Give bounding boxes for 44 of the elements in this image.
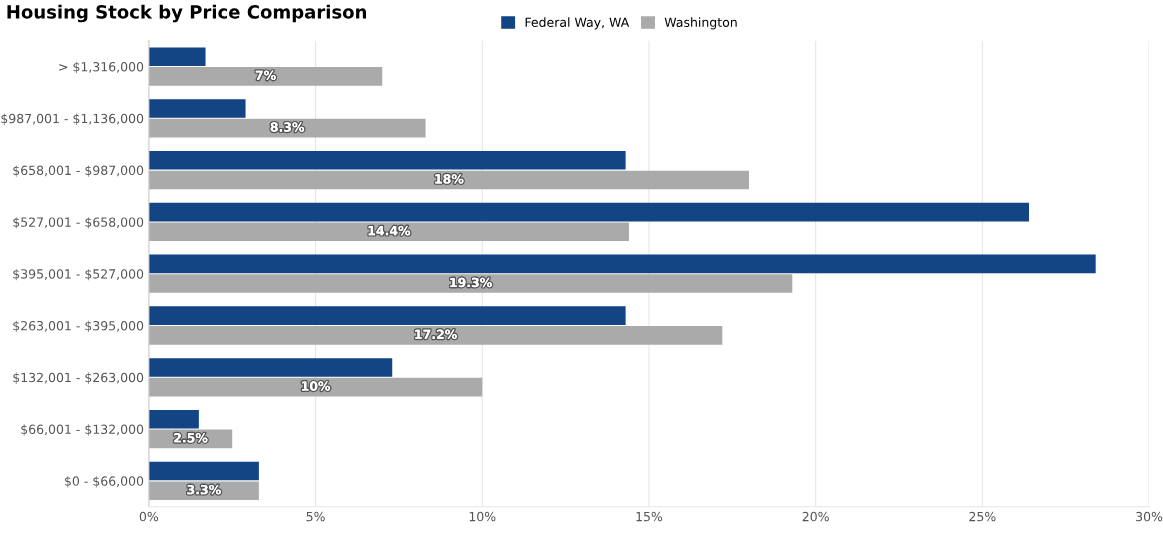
data-label: 14.4%: [368, 225, 411, 236]
bar: [148, 170, 749, 190]
y-tick-label: $0 - $66,000: [64, 476, 144, 488]
x-tick-label: 20%: [802, 511, 829, 522]
x-tick-label: 0%: [139, 511, 159, 522]
x-tick-label: 30%: [1136, 511, 1163, 522]
legend-label: Washington: [664, 17, 737, 30]
bar: [148, 47, 206, 67]
y-tick-label: $658,001 - $987,000: [13, 165, 144, 177]
x-tick-label: 15%: [636, 511, 663, 522]
y-tick-label: $987,001 - $1,136,000: [1, 113, 144, 125]
data-label: 2.5%: [174, 433, 208, 443]
data-label: 19.3%: [450, 277, 492, 288]
y-tick-label: $66,001 - $132,000: [21, 424, 144, 436]
y-tick-label: > $1,316,000: [59, 61, 144, 74]
bar: [148, 358, 393, 377]
y-tick-label: $132,001 - $263,000: [13, 372, 144, 384]
x-tick-label: 25%: [969, 511, 996, 522]
bar: [148, 377, 483, 397]
chart-title: Housing Stock by Price Comparison: [7, 4, 367, 23]
x-tick-label: 10%: [469, 511, 496, 522]
data-label: 8.3%: [270, 122, 305, 132]
bar: [148, 326, 723, 345]
bar: [148, 461, 259, 481]
bar: [148, 150, 626, 170]
bar: [148, 99, 246, 118]
bar: [148, 67, 383, 86]
y-tick-label: $263,001 - $395,000: [13, 320, 144, 333]
data-label: 10%: [302, 381, 331, 391]
bar: [148, 306, 626, 325]
bar: [148, 254, 1096, 274]
bar: [148, 118, 426, 138]
data-label: 7%: [255, 70, 276, 81]
legend-label: Federal Way, WA: [525, 17, 630, 30]
x-tick-label: 5%: [306, 511, 325, 522]
bar: [148, 222, 629, 242]
data-label: 18%: [435, 174, 464, 184]
bar: [148, 409, 199, 429]
bar: [148, 274, 793, 293]
y-tick-label: $395,001 - $527,000: [13, 268, 144, 281]
bar: [148, 202, 1030, 222]
data-label: 3.3%: [187, 484, 221, 495]
y-tick-label: $527,001 - $658,000: [13, 217, 144, 229]
data-label: 17.2%: [415, 329, 457, 339]
